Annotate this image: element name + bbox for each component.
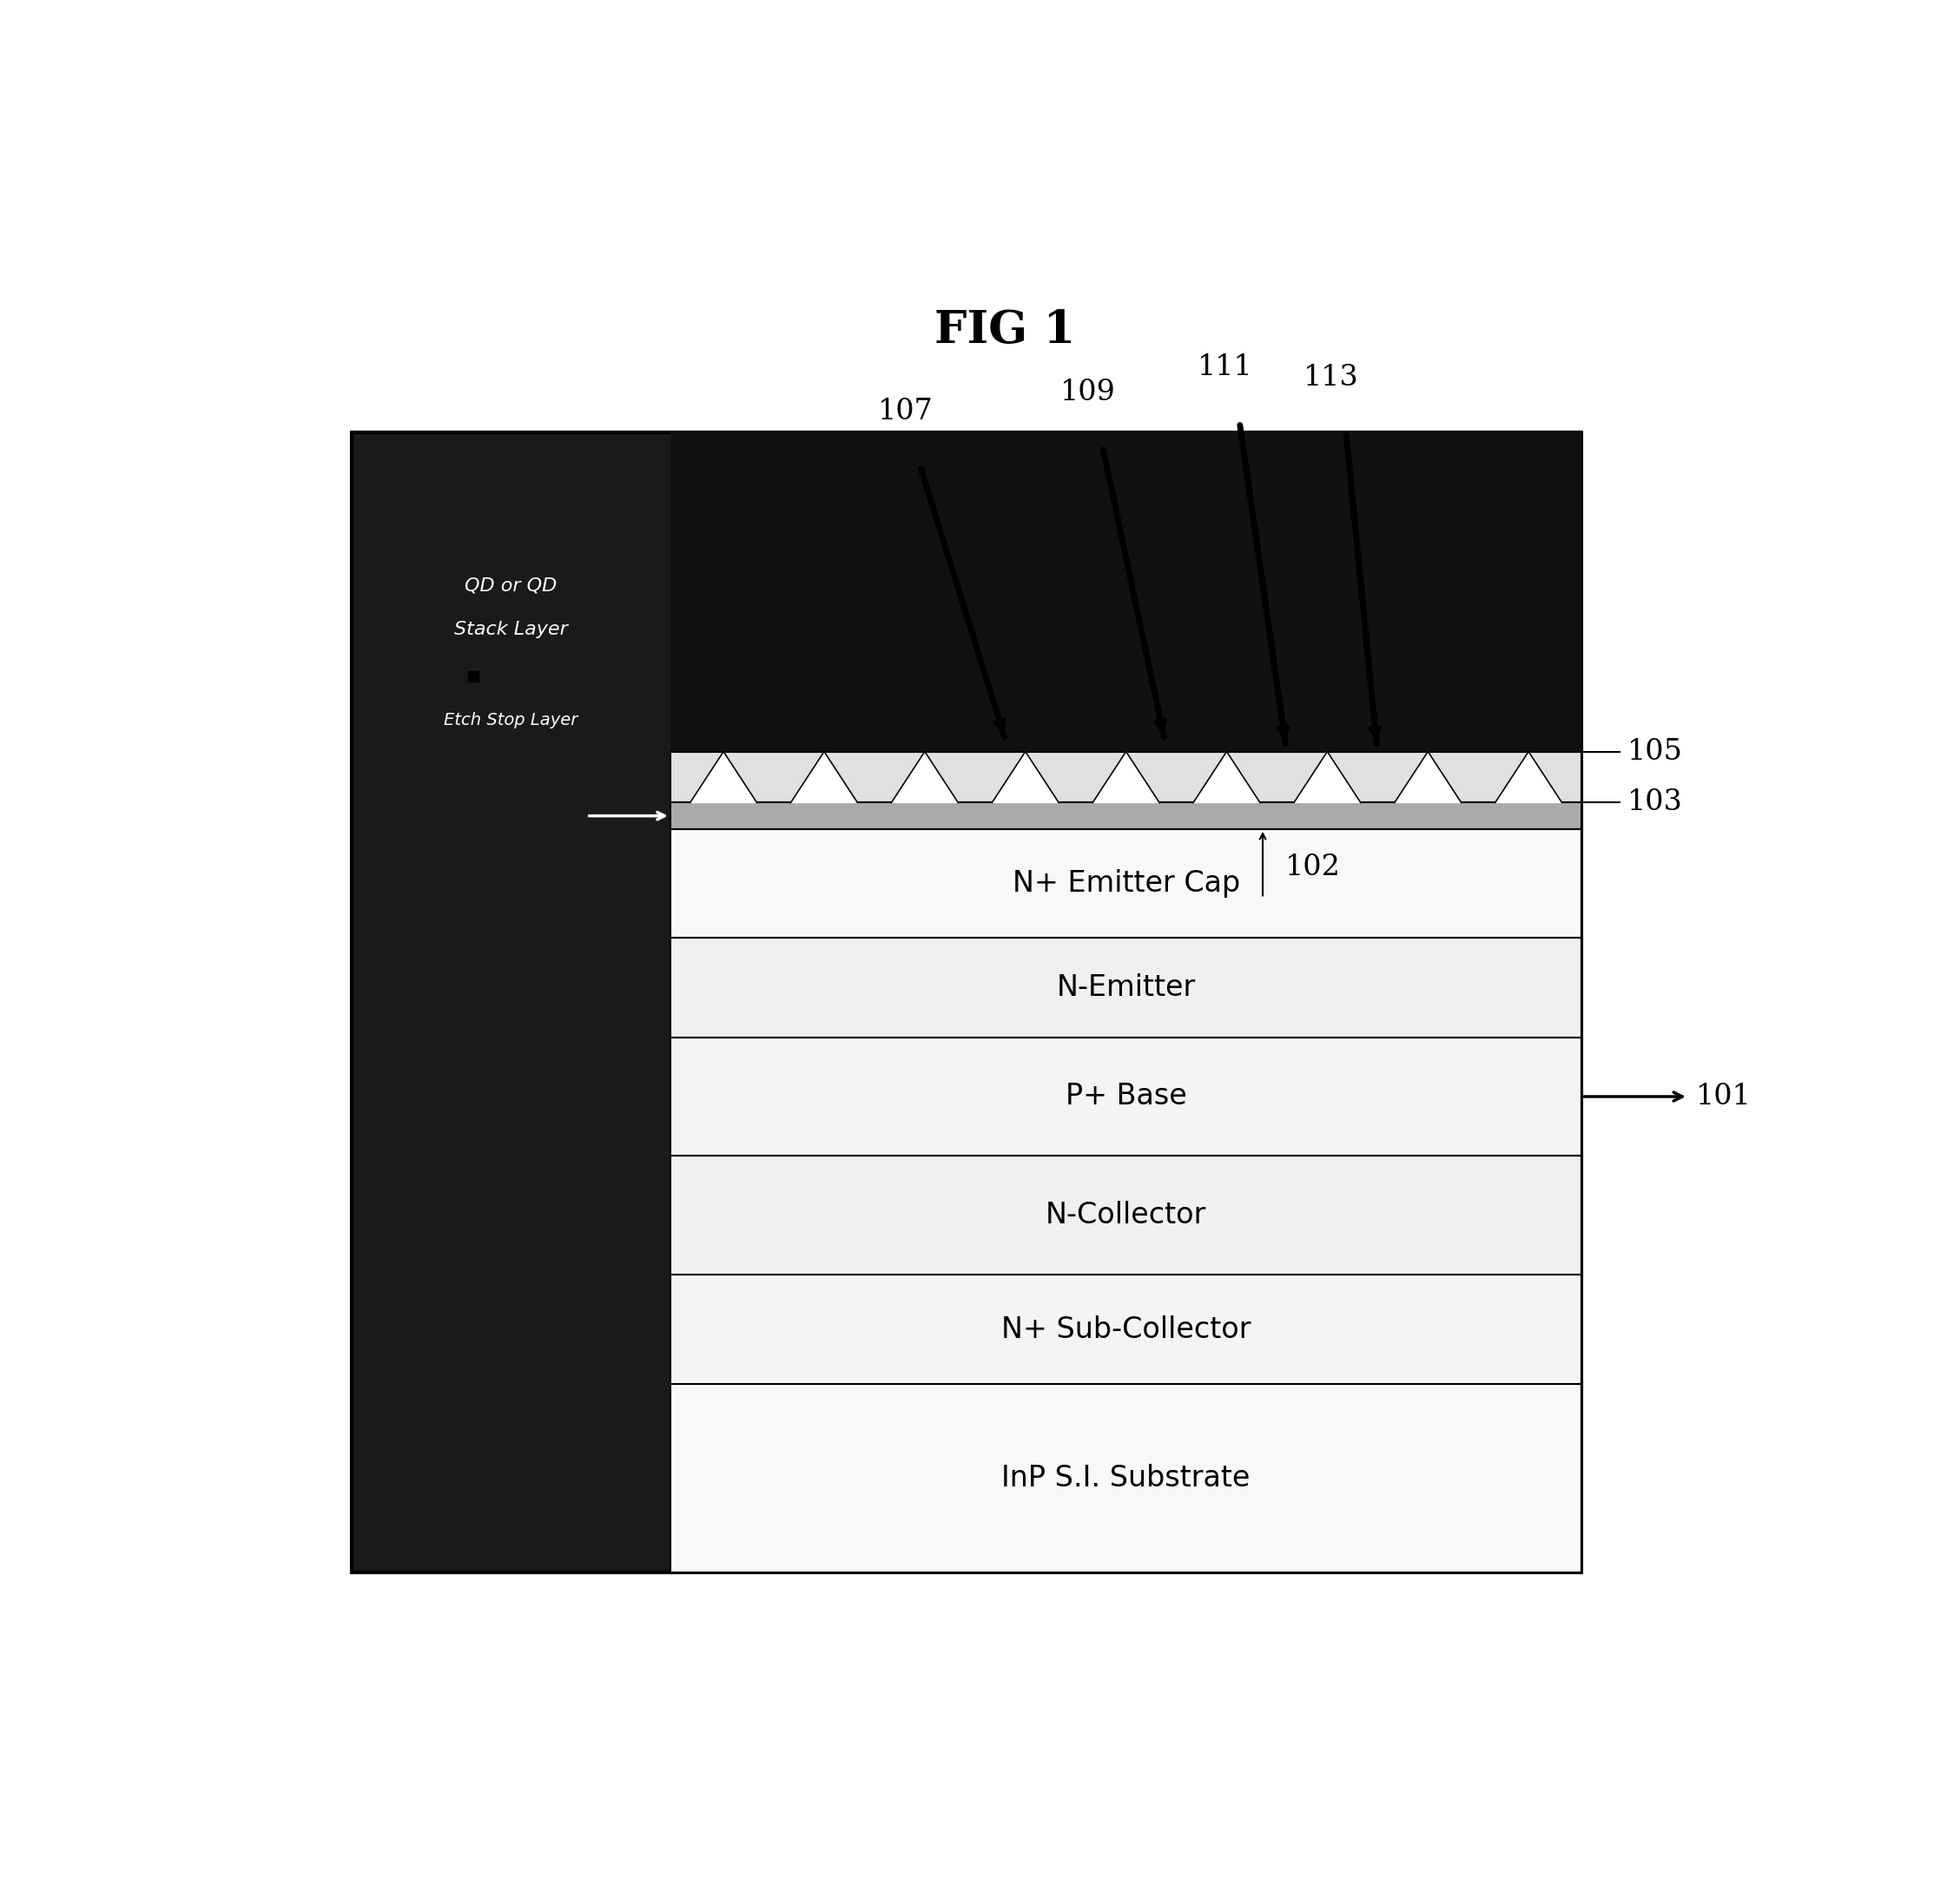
Text: N-Emitter: N-Emitter <box>1056 974 1196 1002</box>
Text: N+ Sub-Collector: N+ Sub-Collector <box>1002 1315 1250 1344</box>
Bar <box>670 752 1582 803</box>
Text: 111: 111 <box>1198 353 1252 381</box>
Polygon shape <box>1294 752 1360 803</box>
Bar <box>670 1036 1582 1156</box>
Bar <box>670 1384 1582 1572</box>
Text: 103: 103 <box>1627 790 1684 816</box>
Bar <box>670 938 1582 1036</box>
Polygon shape <box>992 752 1058 803</box>
Polygon shape <box>1092 752 1160 803</box>
Polygon shape <box>1194 752 1260 803</box>
Text: Etch Stop Layer: Etch Stop Layer <box>443 712 578 729</box>
Bar <box>670 1275 1582 1384</box>
Text: 101: 101 <box>1695 1082 1750 1110</box>
Bar <box>351 433 1582 1572</box>
Text: N-Collector: N-Collector <box>1045 1201 1207 1230</box>
Text: FIG 1: FIG 1 <box>935 307 1074 353</box>
Polygon shape <box>1495 752 1562 803</box>
Text: InP S.I. Substrate: InP S.I. Substrate <box>1002 1463 1250 1492</box>
Text: Stack Layer: Stack Layer <box>455 621 568 638</box>
Text: 102: 102 <box>1286 854 1341 881</box>
Text: 107: 107 <box>878 397 933 425</box>
Text: QD or QD: QD or QD <box>465 577 557 594</box>
Bar <box>670 829 1582 938</box>
Text: N+ Emitter Cap: N+ Emitter Cap <box>1011 869 1241 898</box>
Bar <box>670 803 1582 829</box>
Bar <box>670 1156 1582 1275</box>
Bar <box>670 433 1582 752</box>
Polygon shape <box>1394 752 1462 803</box>
Polygon shape <box>790 752 858 803</box>
Text: 109: 109 <box>1060 378 1115 406</box>
Polygon shape <box>690 752 757 803</box>
Text: 105: 105 <box>1627 738 1684 765</box>
Text: 113: 113 <box>1303 364 1358 391</box>
Text: P+ Base: P+ Base <box>1066 1082 1186 1110</box>
Polygon shape <box>892 752 958 803</box>
